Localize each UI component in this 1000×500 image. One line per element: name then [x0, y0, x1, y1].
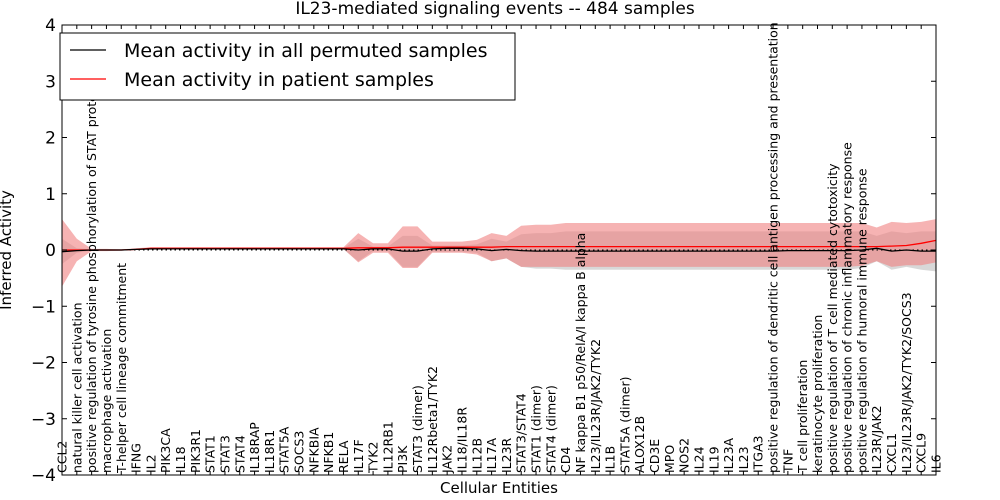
x-axis-ticks: CCL2 natural killer cell activation positi…: [55, 22, 944, 475]
x-tick-label: IL23: [736, 446, 751, 473]
x-tick-label: IL23A: [721, 437, 736, 473]
x-tick-label: ITGA3: [751, 435, 766, 473]
x-tick-label: IL23/IL23R/JAK2/TYK2/SOCS3: [899, 292, 914, 473]
confidence-bands: [62, 219, 936, 287]
legend-entry-patient: Mean activity in patient samples: [124, 69, 434, 91]
y-tick-label: −1: [31, 297, 56, 317]
x-tick-label: CD3E: [647, 439, 662, 473]
x-tick-label: IL12RB1: [380, 421, 395, 473]
legend: Mean activity in all permuted samples Me…: [59, 32, 516, 101]
legend-box: [59, 32, 516, 101]
x-tick-label: IL24: [692, 446, 707, 473]
x-tick-label: positive regulation of humoral immune re…: [854, 168, 869, 473]
x-tick-label: positive regulation of chronic inflammat…: [840, 142, 855, 473]
x-tick-label: RELA: [336, 440, 351, 473]
confidence-band-patient: [62, 219, 936, 287]
x-tick-label: IL6: [929, 454, 944, 473]
x-tick-label: IL17A: [484, 437, 499, 473]
x-tick-label: T-helper cell lineage commitment: [114, 263, 129, 474]
x-tick-label: NFKB1: [321, 432, 336, 473]
x-tick-label: macrophage activation: [99, 329, 114, 473]
x-tick-label: STAT4: [232, 435, 247, 473]
x-tick-label: STAT3/STAT4: [514, 393, 529, 473]
y-axis-label: Inferred Activity: [0, 190, 15, 310]
x-tick-label: CXCL1: [884, 433, 899, 473]
x-tick-label: PIK3R1: [188, 429, 203, 473]
series-lines: [61, 239, 937, 253]
x-axis-label: Cellular Entities: [440, 479, 558, 497]
y-tick-label: 0: [45, 241, 56, 261]
x-tick-label: IL18/IL18R: [455, 407, 470, 473]
x-tick-label: positive regulation of dendritic cell an…: [766, 22, 781, 473]
x-tick-label: T cell proliferation: [795, 360, 810, 474]
x-tick-label: keratinocyte proliferation: [810, 315, 825, 473]
x-tick-label: natural killer cell activation: [69, 302, 84, 473]
x-tick-label: STAT3 (dimer): [410, 385, 425, 473]
x-tick-label: positive regulation of T cell mediated c…: [825, 163, 840, 473]
y-tick-label: −3: [31, 410, 56, 430]
x-tick-label: NOS2: [677, 438, 692, 473]
x-tick-label: IL18R1: [262, 430, 277, 473]
x-tick-label: STAT5A (dimer): [617, 377, 632, 473]
x-tick-label: MPO: [662, 445, 677, 473]
x-tick-label: STAT5A: [277, 426, 292, 473]
x-tick-label: CXCL9: [914, 433, 929, 473]
x-tick-label: IL2: [143, 454, 158, 473]
y-tick-label: −4: [31, 466, 56, 486]
x-tick-label: JAK2: [440, 445, 455, 474]
x-tick-label: CCL2: [55, 441, 70, 473]
y-tick-label: 3: [45, 72, 56, 92]
x-tick-label: IL18RAP: [247, 422, 262, 473]
x-tick-label: IL17F: [351, 439, 366, 473]
y-tick-label: 4: [45, 16, 56, 36]
x-tick-label: positive regulation of tyrosine phosphor…: [84, 83, 99, 473]
y-axis-ticks: −4 −3 −2 −1 0 1 2 3 4: [31, 16, 936, 486]
x-tick-label: NFKBIA: [306, 427, 321, 473]
x-tick-label: STAT1: [203, 435, 218, 473]
x-tick-label: IL23/IL23R/JAK2/TYK2: [588, 339, 603, 473]
chart-title: IL23-mediated signaling events -- 484 sa…: [295, 0, 695, 19]
x-tick-label: ALOX12B: [632, 416, 647, 473]
x-tick-label: STAT3: [217, 435, 232, 473]
x-tick-label: STAT1 (dimer): [529, 385, 544, 473]
x-tick-label: CD4: [558, 447, 573, 473]
series-line-permuted: [61, 247, 936, 253]
x-tick-label: IL23R/JAK2: [869, 405, 884, 473]
y-tick-label: 2: [45, 129, 56, 149]
y-tick-label: −2: [31, 354, 56, 374]
x-tick-label: IL12Rbeta1/TYK2: [425, 366, 440, 473]
y-tick-label: 1: [45, 185, 56, 205]
x-tick-label: IFNG: [129, 443, 144, 473]
legend-entry-permuted: Mean activity in all permuted samples: [124, 40, 487, 62]
x-tick-label: IL19: [706, 446, 721, 473]
x-tick-label: NF kappa B1 p50/RelA/I kappa B alpha: [573, 233, 588, 473]
x-tick-label: TNF: [780, 449, 795, 474]
x-tick-label: IL1B: [603, 446, 618, 473]
x-tick-label: IL18: [173, 446, 188, 473]
x-tick-label: IL12B: [469, 438, 484, 473]
x-tick-label: SOCS3: [292, 431, 307, 473]
x-tick-label: PIK3CA: [158, 428, 173, 473]
x-tick-label: PI3K: [395, 445, 410, 473]
x-tick-label: IL23R: [499, 437, 514, 473]
x-tick-label: TYK2: [366, 442, 381, 474]
x-tick-label: STAT4 (dimer): [543, 385, 558, 473]
